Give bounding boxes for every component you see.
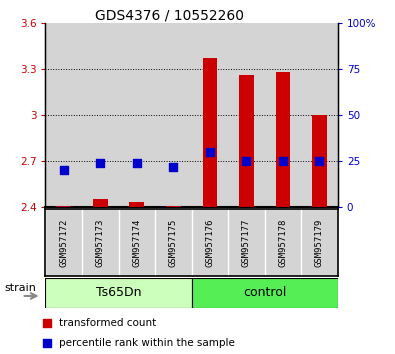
Bar: [276, 72, 290, 207]
Text: GSM957177: GSM957177: [242, 218, 251, 267]
Text: GDS4376 / 10552260: GDS4376 / 10552260: [95, 9, 245, 23]
Point: [97, 160, 103, 166]
Point: [134, 160, 140, 166]
Bar: [192, 23, 228, 207]
Bar: [45, 23, 82, 207]
Text: GSM957174: GSM957174: [132, 218, 141, 267]
Text: Ts65Dn: Ts65Dn: [96, 286, 141, 299]
Point: [60, 167, 67, 173]
Bar: [93, 199, 107, 207]
Bar: [82, 23, 118, 207]
Text: GSM957172: GSM957172: [59, 218, 68, 267]
Text: transformed count: transformed count: [59, 318, 156, 329]
Point: [170, 164, 177, 170]
Text: GSM957176: GSM957176: [205, 218, 214, 267]
Bar: [192, 278, 338, 308]
Bar: [203, 58, 217, 207]
Text: GSM957178: GSM957178: [278, 218, 288, 267]
Bar: [118, 23, 155, 207]
Bar: [155, 23, 192, 207]
Point: [43, 341, 50, 346]
Bar: [239, 75, 254, 207]
Point: [316, 158, 323, 164]
Text: GSM957173: GSM957173: [96, 218, 105, 267]
Bar: [265, 23, 301, 207]
Text: GSM957175: GSM957175: [169, 218, 178, 267]
Text: strain: strain: [4, 284, 36, 293]
Bar: [130, 202, 144, 207]
Bar: [228, 23, 265, 207]
Text: GSM957179: GSM957179: [315, 218, 324, 267]
Point: [243, 158, 250, 164]
Bar: [45, 278, 192, 308]
Bar: [301, 23, 338, 207]
Point: [207, 149, 213, 155]
Point: [43, 321, 50, 326]
Text: control: control: [243, 286, 286, 299]
Text: percentile rank within the sample: percentile rank within the sample: [59, 338, 235, 348]
Bar: [56, 206, 71, 207]
Bar: [312, 115, 327, 207]
Bar: [166, 206, 181, 207]
Point: [280, 158, 286, 164]
